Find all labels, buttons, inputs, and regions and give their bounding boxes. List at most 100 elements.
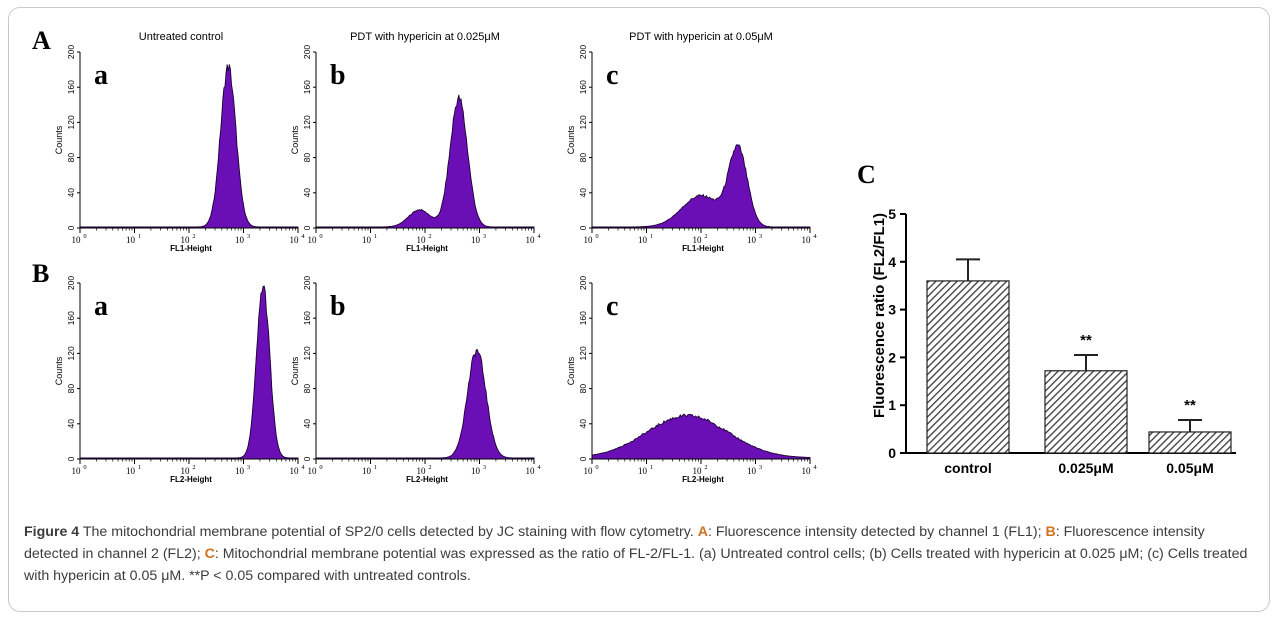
- y-tick-label: 160: [66, 311, 76, 325]
- bar-y-tick-label: 1: [888, 397, 896, 413]
- x-tick-exponent: 2: [704, 464, 707, 471]
- bar-y-tick-label: 0: [888, 445, 896, 461]
- x-tick-exponent: 1: [374, 233, 377, 240]
- bar-1: [1044, 370, 1128, 454]
- y-tick-label: 40: [302, 188, 312, 198]
- subplot-letter: c: [606, 60, 618, 91]
- x-tick-exponent: 0: [83, 233, 86, 240]
- y-tick-label: 40: [66, 188, 76, 198]
- x-tick-label: 10: [526, 466, 536, 476]
- x-tick-label: 10: [290, 466, 300, 476]
- subplot-letter: c: [606, 291, 618, 322]
- y-axis-label: Counts: [54, 356, 64, 385]
- x-tick-label: 10: [584, 235, 594, 245]
- x-tick-exponent: 2: [428, 233, 431, 240]
- x-tick-exponent: 4: [301, 464, 305, 471]
- x-tick-exponent: 4: [537, 233, 541, 240]
- caption-part: : Fluorescence intensity detected by cha…: [707, 524, 1046, 540]
- y-tick-label: 80: [578, 384, 588, 394]
- x-tick-label: 10: [747, 466, 757, 476]
- x-tick-label: 10: [235, 235, 245, 245]
- x-tick-label: 10: [181, 235, 191, 245]
- histogram-area: [79, 64, 299, 229]
- plot-title: PDT with hypericin at 0.025μM: [350, 31, 500, 43]
- y-tick-label: 80: [302, 153, 312, 163]
- x-tick-label: 10: [471, 235, 481, 245]
- y-tick-label: 0: [66, 456, 76, 461]
- y-axis-label: Counts: [54, 125, 64, 154]
- x-tick-label: 10: [235, 466, 245, 476]
- panel-label-B: B: [32, 259, 49, 288]
- x-tick-label: 10: [417, 466, 427, 476]
- x-axis-label: FL2-Height: [682, 475, 724, 484]
- x-tick-exponent: 4: [537, 464, 541, 471]
- bar-2: [1148, 431, 1232, 454]
- y-tick-label: 0: [578, 225, 588, 230]
- y-tick-label: 160: [66, 80, 76, 94]
- x-tick-label: 10: [638, 235, 648, 245]
- y-tick-label: 80: [578, 153, 588, 163]
- figure-frame: [8, 7, 1270, 612]
- x-tick-exponent: 3: [759, 464, 762, 471]
- plot-title: Untreated control: [139, 31, 223, 43]
- panel-label-C: C: [857, 160, 876, 189]
- x-tick-exponent: 1: [374, 464, 377, 471]
- histogram-area: [591, 144, 811, 229]
- caption-part: The mitochondrial membrane potential of …: [79, 524, 698, 540]
- x-tick-exponent: 2: [704, 233, 707, 240]
- x-tick-exponent: 4: [813, 233, 817, 240]
- x-tick-exponent: 1: [650, 233, 653, 240]
- x-tick-exponent: 3: [483, 464, 486, 471]
- y-tick-label: 80: [66, 384, 76, 394]
- y-tick-label: 0: [66, 225, 76, 230]
- x-tick-exponent: 0: [83, 464, 86, 471]
- x-tick-label: 10: [693, 466, 703, 476]
- y-tick-label: 0: [578, 456, 588, 461]
- x-tick-exponent: 0: [595, 233, 598, 240]
- bar-y-tick-label: 5: [888, 206, 896, 222]
- y-tick-label: 120: [578, 346, 588, 360]
- x-tick-exponent: 2: [192, 233, 195, 240]
- y-tick-label: 160: [302, 311, 312, 325]
- y-tick-label: 80: [66, 153, 76, 163]
- y-tick-label: 160: [578, 80, 588, 94]
- x-tick-exponent: 2: [192, 464, 195, 471]
- x-tick-label: 10: [747, 235, 757, 245]
- caption-part: : Fluorescence intensity detected in cha…: [24, 524, 1205, 562]
- x-tick-label: 10: [126, 466, 136, 476]
- x-axis-label: FL1-Height: [406, 244, 448, 253]
- x-tick-label: 10: [362, 235, 372, 245]
- x-tick-label: 10: [290, 235, 300, 245]
- y-tick-label: 200: [66, 45, 76, 59]
- y-tick-label: 120: [578, 115, 588, 129]
- x-tick-exponent: 0: [319, 464, 322, 471]
- x-tick-label: 10: [471, 466, 481, 476]
- subplot-letter: a: [94, 291, 108, 322]
- y-tick-label: 200: [302, 45, 312, 59]
- x-axis-label: FL1-Height: [682, 244, 724, 253]
- bar-category-label: 0.05μM: [1166, 460, 1213, 476]
- x-tick-exponent: 3: [483, 233, 486, 240]
- x-axis-label: FL1-Height: [170, 244, 212, 253]
- caption-label: Figure 4: [24, 524, 80, 540]
- x-tick-exponent: 1: [650, 464, 653, 471]
- x-tick-label: 10: [693, 235, 703, 245]
- x-tick-label: 10: [638, 466, 648, 476]
- caption-part: : Mitochondrial membrane potential was e…: [24, 546, 1248, 584]
- bar-category-label: 0.025μM: [1058, 460, 1113, 476]
- histogram-area: [315, 94, 535, 229]
- x-tick-label: 10: [526, 235, 536, 245]
- x-tick-label: 10: [72, 235, 82, 245]
- significance-marker: **: [1080, 332, 1092, 349]
- significance-marker: **: [1184, 397, 1196, 414]
- subplot-letter: b: [330, 60, 346, 91]
- caption-part: C: [204, 546, 215, 562]
- histogram-area: [79, 285, 299, 460]
- panel-label-A: A: [32, 26, 51, 55]
